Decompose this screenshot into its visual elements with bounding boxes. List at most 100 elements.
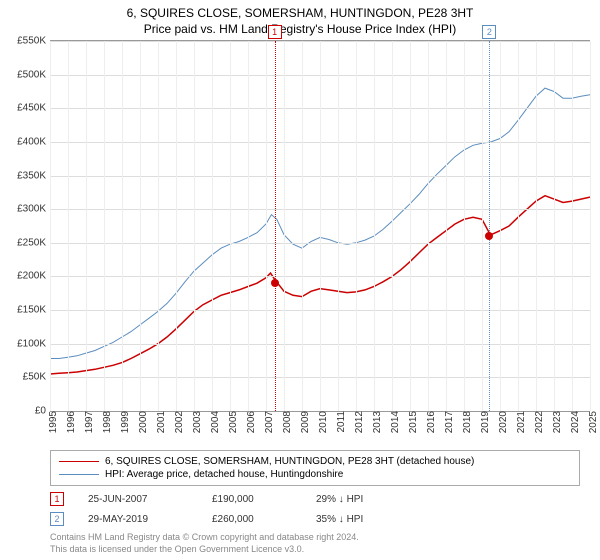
footer-attribution: Contains HM Land Registry data © Crown c…	[50, 532, 600, 555]
gridline-v	[68, 41, 69, 411]
x-axis-label: 2017	[442, 411, 455, 433]
legend-box: 6, SQUIRES CLOSE, SOMERSHAM, HUNTINGDON,…	[50, 450, 580, 486]
gridline-v	[104, 41, 105, 411]
gridline-v	[572, 41, 573, 411]
x-axis-label: 2015	[406, 411, 419, 433]
x-axis-label: 2000	[136, 411, 149, 433]
y-axis-label: £350K	[0, 170, 50, 181]
gridline-v	[590, 41, 591, 411]
legend-row: 6, SQUIRES CLOSE, SOMERSHAM, HUNTINGDON,…	[59, 455, 571, 468]
y-axis-label: £200K	[0, 271, 50, 282]
x-axis-label: 2018	[460, 411, 473, 433]
gridline-v	[554, 41, 555, 411]
gridline-v	[194, 41, 195, 411]
gridline-v	[392, 41, 393, 411]
event-id-box: 1	[50, 492, 64, 506]
gridline-v	[50, 41, 51, 411]
gridline-v	[482, 41, 483, 411]
y-axis-label: £50K	[0, 372, 50, 383]
x-axis-label: 2010	[316, 411, 329, 433]
gridline-v	[464, 41, 465, 411]
event-date: 29-MAY-2019	[88, 514, 188, 525]
gridline-v	[176, 41, 177, 411]
footer-line2: This data is licensed under the Open Gov…	[50, 544, 600, 556]
y-axis-label: £150K	[0, 305, 50, 316]
gridline-v	[446, 41, 447, 411]
y-axis-label: £300K	[0, 204, 50, 215]
legend-swatch	[59, 474, 99, 475]
marker-box-1: 1	[268, 25, 282, 39]
x-axis-label: 1998	[100, 411, 113, 433]
footer-line1: Contains HM Land Registry data © Crown c…	[50, 532, 600, 544]
gridline-v	[284, 41, 285, 411]
y-axis-label: £450K	[0, 103, 50, 114]
x-axis-label: 1995	[46, 411, 59, 433]
gridline-v	[140, 41, 141, 411]
x-axis-label: 2011	[334, 411, 347, 433]
x-axis-label: 2025	[586, 411, 599, 433]
x-axis-label: 2002	[172, 411, 185, 433]
gridline-v	[518, 41, 519, 411]
gridline-v	[248, 41, 249, 411]
x-axis-label: 2020	[496, 411, 509, 433]
marker-line-2	[489, 41, 490, 411]
legend-label: 6, SQUIRES CLOSE, SOMERSHAM, HUNTINGDON,…	[105, 456, 474, 467]
x-axis-label: 2008	[280, 411, 293, 433]
x-axis-label: 2019	[478, 411, 491, 433]
event-row-1: 125-JUN-2007£190,00029% ↓ HPI	[50, 492, 600, 506]
x-axis-label: 2016	[424, 411, 437, 433]
title-line2: Price paid vs. HM Land Registry's House …	[0, 20, 600, 40]
x-axis-label: 2014	[388, 411, 401, 433]
marker-dot-2	[485, 232, 493, 240]
legend-row: HPI: Average price, detached house, Hunt…	[59, 468, 571, 481]
gridline-v	[338, 41, 339, 411]
x-axis-label: 2022	[532, 411, 545, 433]
chart-plot-area: £0£50K£100K£150K£200K£250K£300K£350K£400…	[50, 40, 590, 412]
event-row-2: 229-MAY-2019£260,00035% ↓ HPI	[50, 512, 600, 526]
x-axis-label: 2004	[208, 411, 221, 433]
marker-box-2: 2	[482, 25, 496, 39]
event-price: £190,000	[212, 494, 292, 505]
x-axis-label: 2009	[298, 411, 311, 433]
y-axis-label: £550K	[0, 36, 50, 47]
x-axis-label: 1999	[118, 411, 131, 433]
x-axis-label: 2007	[262, 411, 275, 433]
y-axis-label: £0	[0, 406, 50, 417]
marker-dot-1	[271, 279, 279, 287]
y-axis-label: £400K	[0, 136, 50, 147]
gridline-v	[266, 41, 267, 411]
gridline-v	[212, 41, 213, 411]
gridline-v	[536, 41, 537, 411]
y-axis-label: £100K	[0, 338, 50, 349]
y-axis-label: £250K	[0, 237, 50, 248]
gridline-v	[356, 41, 357, 411]
x-axis-label: 2006	[244, 411, 257, 433]
event-diff: 35% ↓ HPI	[316, 514, 363, 525]
gridline-v	[374, 41, 375, 411]
title-line1: 6, SQUIRES CLOSE, SOMERSHAM, HUNTINGDON,…	[0, 0, 600, 20]
gridline-v	[158, 41, 159, 411]
chart-container: 6, SQUIRES CLOSE, SOMERSHAM, HUNTINGDON,…	[0, 0, 600, 560]
y-axis-label: £500K	[0, 69, 50, 80]
x-axis-label: 2005	[226, 411, 239, 433]
gridline-v	[230, 41, 231, 411]
marker-line-1	[275, 41, 276, 411]
x-axis-label: 2012	[352, 411, 365, 433]
x-axis-label: 2024	[568, 411, 581, 433]
gridline-v	[320, 41, 321, 411]
gridline-v	[122, 41, 123, 411]
gridline-v	[410, 41, 411, 411]
gridline-v	[302, 41, 303, 411]
gridline-v	[86, 41, 87, 411]
event-id-box: 2	[50, 512, 64, 526]
x-axis-label: 1996	[64, 411, 77, 433]
x-axis-label: 2003	[190, 411, 203, 433]
legend-label: HPI: Average price, detached house, Hunt…	[105, 469, 343, 480]
event-date: 25-JUN-2007	[88, 494, 188, 505]
x-axis-label: 2023	[550, 411, 563, 433]
x-axis-label: 2013	[370, 411, 383, 433]
legend-swatch	[59, 461, 99, 462]
x-axis-label: 1997	[82, 411, 95, 433]
gridline-v	[428, 41, 429, 411]
gridline-v	[500, 41, 501, 411]
